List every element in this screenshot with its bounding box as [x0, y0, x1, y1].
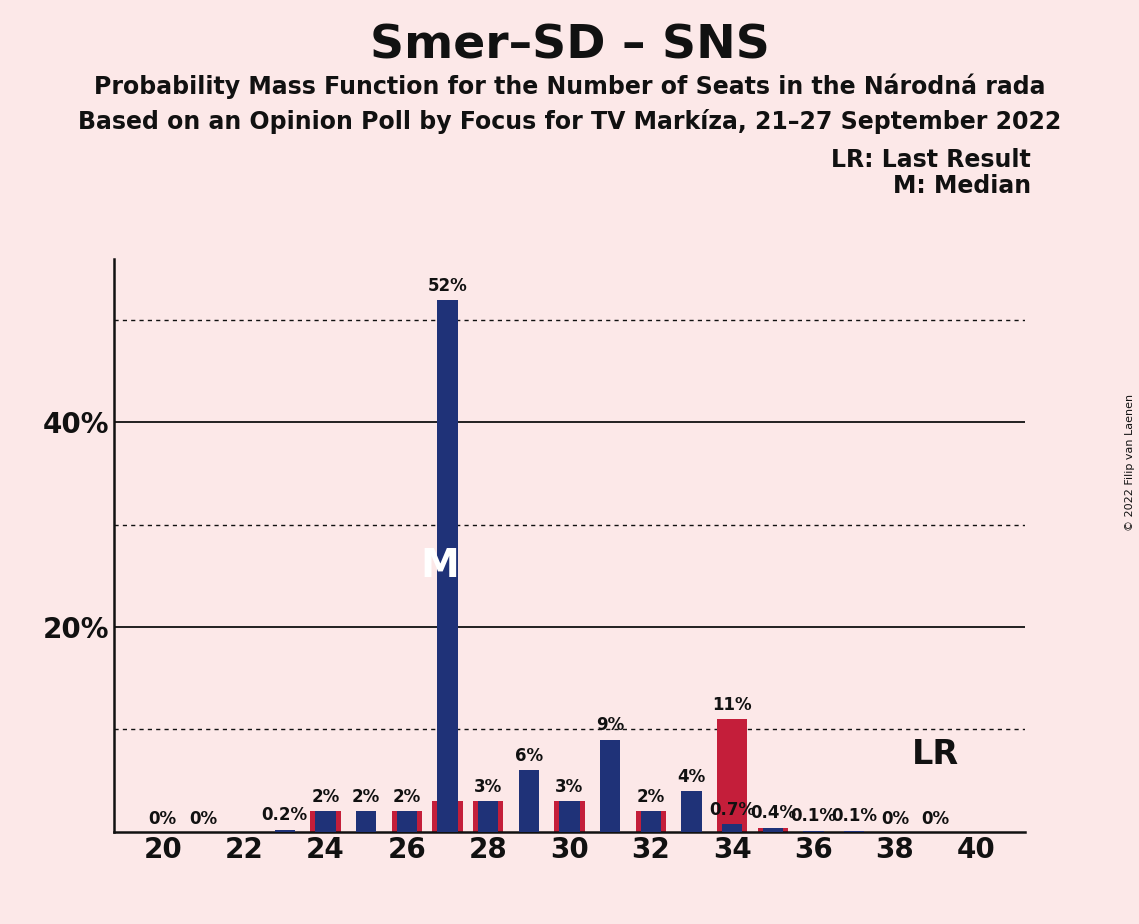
Bar: [316, 811, 336, 832]
Text: 0.1%: 0.1%: [831, 808, 877, 825]
Text: 6%: 6%: [515, 748, 543, 765]
Bar: [555, 801, 584, 832]
Bar: [432, 801, 462, 832]
Bar: [437, 299, 458, 832]
Bar: [763, 828, 782, 832]
Bar: [640, 811, 661, 832]
Text: 0%: 0%: [189, 809, 218, 828]
Text: 3%: 3%: [556, 778, 583, 796]
Text: 2%: 2%: [393, 788, 421, 806]
Text: 0%: 0%: [880, 809, 909, 828]
Bar: [518, 771, 539, 832]
Bar: [757, 828, 788, 832]
Bar: [716, 719, 747, 832]
Bar: [636, 811, 666, 832]
Text: 2%: 2%: [637, 788, 665, 806]
Text: 11%: 11%: [712, 696, 752, 714]
Bar: [310, 811, 341, 832]
Text: 52%: 52%: [427, 276, 467, 295]
Bar: [803, 831, 823, 832]
Bar: [355, 811, 376, 832]
Text: 2%: 2%: [352, 788, 380, 806]
Bar: [681, 791, 702, 832]
Text: 0%: 0%: [921, 809, 950, 828]
Bar: [722, 824, 743, 832]
Bar: [396, 811, 417, 832]
Text: 0.7%: 0.7%: [710, 801, 755, 820]
Text: 0.2%: 0.2%: [262, 807, 308, 824]
Text: M: M: [420, 547, 459, 585]
Text: Probability Mass Function for the Number of Seats in the Národná rada: Probability Mass Function for the Number…: [93, 74, 1046, 100]
Text: LR: LR: [912, 738, 959, 772]
Text: M: Median: M: Median: [893, 174, 1031, 198]
Text: Smer–SD – SNS: Smer–SD – SNS: [369, 23, 770, 68]
Text: LR: Last Result: LR: Last Result: [831, 148, 1031, 172]
Text: 9%: 9%: [596, 716, 624, 735]
Bar: [559, 801, 580, 832]
Text: © 2022 Filip van Laenen: © 2022 Filip van Laenen: [1125, 394, 1134, 530]
Text: 2%: 2%: [311, 788, 339, 806]
Text: Based on an Opinion Poll by Focus for TV Markíza, 21–27 September 2022: Based on an Opinion Poll by Focus for TV…: [77, 109, 1062, 134]
Text: 0%: 0%: [149, 809, 177, 828]
Bar: [274, 830, 295, 832]
Text: 0.4%: 0.4%: [749, 805, 796, 822]
Bar: [600, 739, 621, 832]
Bar: [478, 801, 498, 832]
Bar: [844, 831, 865, 832]
Text: 4%: 4%: [678, 768, 706, 785]
Text: 0.1%: 0.1%: [790, 808, 836, 825]
Bar: [392, 811, 423, 832]
Text: 3%: 3%: [474, 778, 502, 796]
Bar: [473, 801, 503, 832]
